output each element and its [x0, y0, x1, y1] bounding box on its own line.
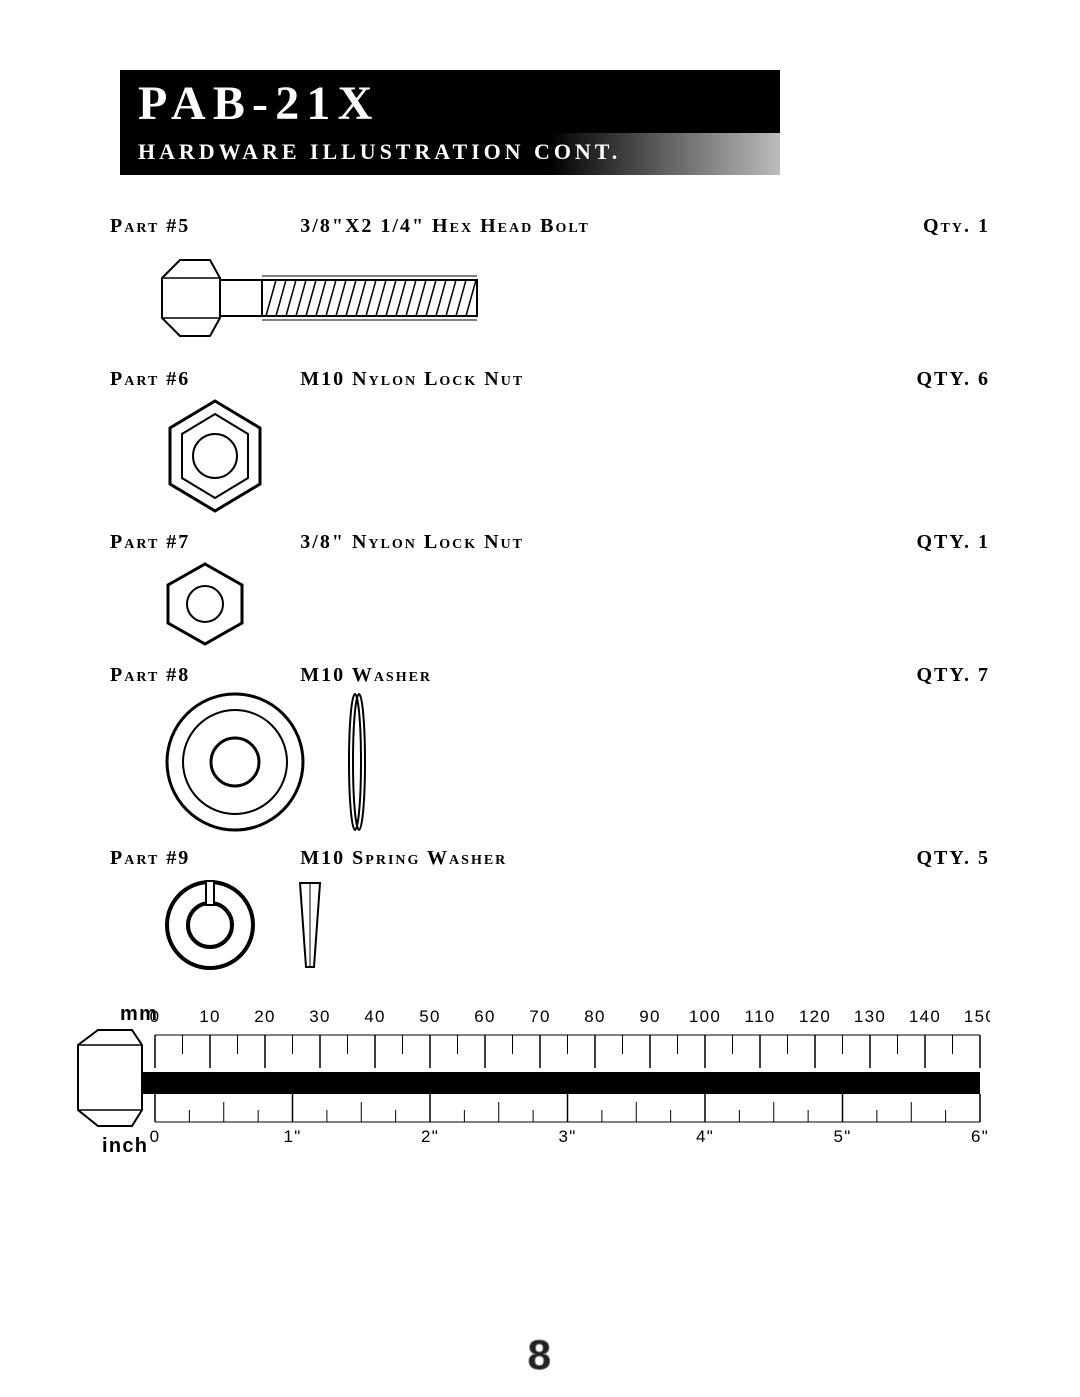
svg-text:3": 3" — [558, 1127, 576, 1146]
part-description: M10 Washer — [190, 664, 916, 687]
lock-nut-small-icon — [110, 554, 990, 654]
svg-text:80: 80 — [584, 1007, 605, 1026]
part-number: Part #6 — [110, 368, 190, 391]
part-number: Part #7 — [110, 531, 190, 554]
svg-text:20: 20 — [254, 1007, 275, 1026]
svg-text:40: 40 — [364, 1007, 385, 1026]
model-title: PAB-21X — [120, 70, 780, 133]
svg-text:70: 70 — [529, 1007, 550, 1026]
svg-text:100: 100 — [689, 1007, 721, 1026]
svg-text:5": 5" — [833, 1127, 851, 1146]
svg-text:120: 120 — [799, 1007, 831, 1026]
part-description: M10 Nylon Lock Nut — [190, 368, 916, 391]
svg-text:10: 10 — [199, 1007, 220, 1026]
part-qty: QTY. 7 — [916, 664, 990, 687]
part-qty: QTY. 6 — [916, 368, 990, 391]
inch-label: inch — [102, 1135, 148, 1157]
part-number: Part #5 — [110, 215, 190, 238]
svg-text:0: 0 — [150, 1127, 161, 1146]
svg-text:6": 6" — [971, 1127, 989, 1146]
svg-text:2": 2" — [421, 1127, 439, 1146]
svg-text:0: 0 — [150, 1007, 161, 1026]
svg-text:110: 110 — [745, 1007, 776, 1026]
part-number: Part #8 — [110, 664, 190, 687]
part-description: M10 Spring Washer — [190, 847, 916, 870]
lock-nut-large-icon — [110, 391, 990, 521]
svg-text:1": 1" — [283, 1127, 301, 1146]
part-row: Part #5 3/8"X2 1/4" Hex Head Bolt Qty. 1 — [110, 215, 990, 358]
spring-washer-icon — [110, 870, 990, 980]
svg-text:90: 90 — [639, 1007, 660, 1026]
subtitle: HARDWARE ILLUSTRATION CONT. — [120, 133, 780, 175]
part-number: Part #9 — [110, 847, 190, 870]
svg-text:4": 4" — [696, 1127, 714, 1146]
part-row: Part #6 M10 Nylon Lock Nut QTY. 6 — [110, 368, 990, 521]
part-description: 3/8" Nylon Lock Nut — [190, 531, 916, 554]
title-block: PAB-21X HARDWARE ILLUSTRATION CONT. — [120, 70, 780, 175]
hex-bolt-icon — [110, 238, 990, 358]
part-qty: QTY. 5 — [916, 847, 990, 870]
part-qty: Qty. 1 — [923, 215, 990, 238]
ruler: mm inch 01020304050607080901001101201301… — [80, 990, 1000, 1190]
svg-text:60: 60 — [474, 1007, 495, 1026]
page-number: 8 — [528, 1331, 553, 1379]
part-row: Part #8 M10 Washer QTY. 7 — [110, 664, 990, 837]
part-description: 3/8"X2 1/4" Hex Head Bolt — [190, 215, 923, 238]
svg-text:30: 30 — [309, 1007, 330, 1026]
svg-text:130: 130 — [854, 1007, 886, 1026]
svg-text:50: 50 — [419, 1007, 440, 1026]
washer-icon — [110, 687, 990, 837]
svg-text:150: 150 — [964, 1007, 990, 1026]
part-qty: QTY. 1 — [916, 531, 990, 554]
part-row: Part #7 3/8" Nylon Lock Nut QTY. 1 — [110, 531, 990, 654]
part-row: Part #9 M10 Spring Washer QTY. 5 — [110, 847, 990, 980]
svg-text:140: 140 — [909, 1007, 941, 1026]
parts-list: Part #5 3/8"X2 1/4" Hex Head Bolt Qty. 1 — [110, 215, 990, 980]
